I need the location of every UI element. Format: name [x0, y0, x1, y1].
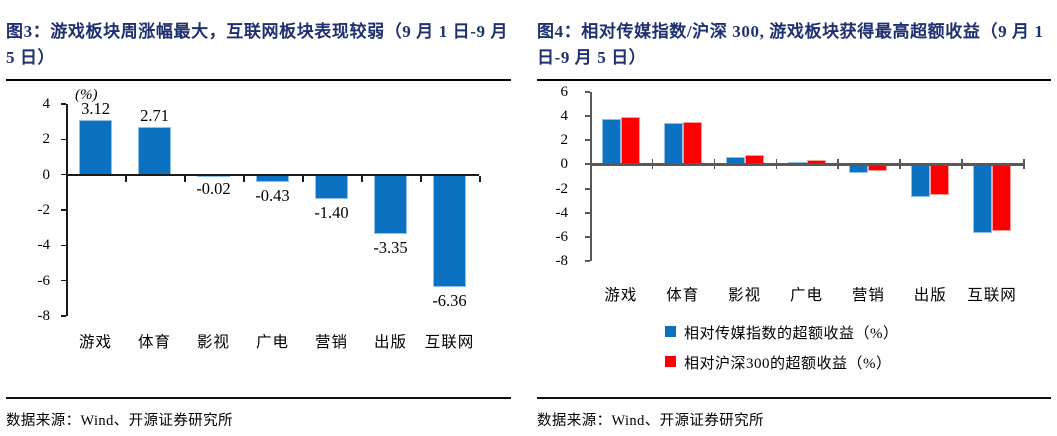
- bar: [374, 174, 407, 234]
- bar: [315, 174, 348, 200]
- y-tick-mark: [585, 139, 590, 142]
- figure3-footer: 数据来源：Wind、开源证券研究所: [6, 397, 511, 430]
- figure3-bar-chart: 4 2 0 -2 -4 -6 -8 3.12 2.71 -0.02 -0.43 -1.40 -3.35 -…: [6, 87, 511, 388]
- x-axis-line: [590, 162, 1023, 166]
- x-tick-mark: [651, 159, 654, 170]
- y-tick-label: -4: [37, 237, 51, 254]
- y-axis-line: [66, 104, 68, 316]
- figure4-footer: 数据来源：Wind、开源证券研究所: [537, 397, 1051, 430]
- y-tick-mark: [61, 244, 66, 247]
- category-label: 影视: [728, 287, 762, 304]
- category-label: 广电: [789, 287, 823, 304]
- category-label: 体育: [137, 334, 171, 351]
- bar: [973, 164, 993, 234]
- y-tick-label: -8: [555, 253, 569, 269]
- x-tick-mark: [713, 159, 716, 170]
- category-label: 游戏: [604, 287, 638, 304]
- y-tick-mark: [585, 163, 590, 166]
- y-tick-mark: [585, 187, 590, 190]
- legend-label: 相对沪深300的超额收益（%）: [684, 356, 892, 372]
- y-axis-unit-label: (%): [75, 87, 98, 103]
- bar-value-label: -3.35: [373, 237, 408, 257]
- y-tick-label: -2: [37, 202, 51, 218]
- bar: [138, 126, 171, 175]
- x-tick-mark: [243, 175, 245, 182]
- y-tick-mark: [61, 315, 66, 317]
- category-label: 体育: [666, 287, 700, 304]
- bar: [256, 174, 289, 183]
- x-tick-mark: [775, 159, 778, 170]
- x-axis-line: [66, 173, 479, 176]
- bar: [433, 174, 466, 288]
- category-label: 营销: [851, 287, 885, 304]
- bar: [601, 118, 621, 165]
- figure4-title: 图4：相对传媒指数/沪深 300, 游戏板块获得最高超额收益（9 月 1 日-9…: [537, 14, 1051, 82]
- bar: [620, 116, 640, 165]
- bar: [682, 121, 702, 165]
- x-tick-mark: [961, 159, 963, 170]
- category-label: 出版: [913, 287, 947, 304]
- category-label: 营销: [314, 334, 348, 351]
- legend-swatch: [665, 326, 676, 337]
- figure4-source-text: 数据来源：Wind、开源证券研究所: [537, 413, 764, 429]
- bar: [663, 123, 683, 165]
- y-tick-mark: [61, 103, 66, 105]
- y-tick-label: 6: [560, 84, 569, 100]
- y-axis-line: [590, 92, 592, 261]
- category-label: 广电: [255, 334, 289, 351]
- x-tick-mark: [1023, 159, 1025, 170]
- figure4-grouped-bar-chart: 6 4 2 0 -2 -4 -6 -8 游戏 体育 影视 广电 营销 出版 互联网相对传媒指数的超额收益（%…: [537, 84, 1051, 388]
- bar-value-label: 2.71: [140, 105, 169, 125]
- y-tick-label: 2: [42, 131, 51, 148]
- x-tick-mark: [479, 175, 481, 182]
- bar-value-label: -6.36: [432, 291, 467, 311]
- x-tick-mark: [125, 175, 127, 182]
- x-tick-mark: [302, 175, 304, 182]
- category-label: 出版: [373, 334, 407, 351]
- x-tick-mark: [184, 175, 186, 182]
- y-tick-mark: [585, 260, 590, 262]
- y-tick-label: 4: [560, 108, 569, 125]
- bar-value-label: 3.12: [81, 98, 110, 118]
- bar: [911, 164, 931, 197]
- figure3-title: 图3：游戏板块周涨幅最大，互联网板块表现较弱（9 月 1 日-9 月 5 日）: [6, 14, 511, 82]
- y-tick-mark: [61, 138, 66, 141]
- y-tick-mark: [61, 209, 66, 211]
- y-tick-label: -2: [555, 180, 569, 197]
- figure3-source-text: 数据来源：Wind、开源证券研究所: [6, 413, 233, 429]
- category-label: 影视: [196, 334, 230, 351]
- bar-value-label: -0.43: [255, 186, 290, 206]
- y-tick-mark: [585, 211, 590, 214]
- bar: [930, 164, 950, 196]
- y-tick-label: 0: [560, 156, 569, 173]
- bar: [992, 164, 1012, 232]
- y-tick-mark: [585, 91, 590, 93]
- y-tick-label: -6: [37, 272, 51, 289]
- y-tick-label: 4: [42, 96, 51, 112]
- y-tick-label: -8: [37, 308, 51, 324]
- y-tick-label: 0: [42, 166, 51, 183]
- y-tick-label: -4: [555, 204, 569, 221]
- y-tick-mark: [585, 235, 590, 238]
- bar-value-label: -0.02: [196, 179, 231, 199]
- figure3-panel: 图3：游戏板块周涨幅最大，互联网板块表现较弱（9 月 1 日-9 月 5 日） …: [6, 0, 511, 436]
- category-label: 互联网: [424, 334, 475, 351]
- x-tick-mark: [837, 159, 839, 170]
- y-tick-mark: [61, 279, 66, 282]
- bar-value-label: -1.40: [314, 203, 349, 223]
- legend-label: 相对传媒指数的超额收益（%）: [684, 326, 899, 342]
- x-tick-mark: [361, 175, 363, 182]
- x-tick-mark: [899, 159, 901, 170]
- y-tick-mark: [61, 173, 66, 176]
- y-tick-mark: [585, 115, 590, 118]
- bar: [79, 119, 112, 175]
- x-tick-mark: [420, 175, 422, 182]
- figure4-panel: 图4：相对传媒指数/沪深 300, 游戏板块获得最高超额收益（9 月 1 日-9…: [537, 0, 1051, 436]
- legend-swatch: [665, 356, 676, 367]
- category-label: 游戏: [78, 334, 112, 351]
- y-tick-label: 2: [560, 132, 569, 149]
- y-tick-label: -6: [555, 228, 569, 245]
- category-label: 互联网: [967, 287, 1017, 304]
